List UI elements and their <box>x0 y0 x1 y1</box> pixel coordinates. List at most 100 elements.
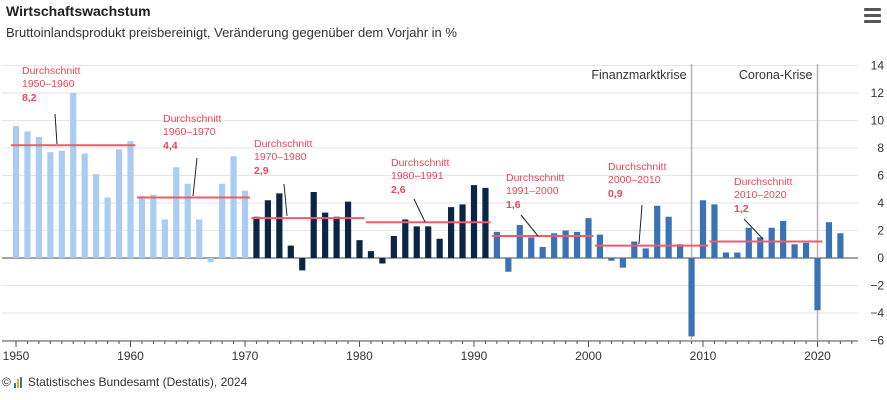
bar <box>322 212 329 258</box>
copyright-symbol: © <box>2 375 11 389</box>
annotation-period: 2010–2020 <box>734 189 787 201</box>
bar <box>104 197 111 258</box>
bar <box>802 242 810 258</box>
bar <box>12 126 20 258</box>
annotation-period: 2000–2010 <box>608 174 661 186</box>
annotation-label: Durchschnitt <box>506 172 564 184</box>
annotation-period: 1960–1970 <box>163 126 216 138</box>
annotation-value: 1,6 <box>506 199 521 211</box>
bar <box>528 237 535 258</box>
bar <box>711 204 718 258</box>
chart-title: Wirtschaftswachstum <box>6 3 151 19</box>
bar <box>734 252 741 258</box>
bar <box>448 207 455 258</box>
annotation-pointer <box>413 198 426 223</box>
bar <box>264 200 271 258</box>
bar <box>115 149 123 258</box>
bar <box>573 231 581 258</box>
bar <box>745 227 752 258</box>
annotation-pointer <box>283 183 288 217</box>
bar <box>276 193 283 258</box>
bar <box>47 152 54 258</box>
annotation-label: Durchschnitt <box>608 161 666 173</box>
bar <box>493 231 500 258</box>
bar <box>562 230 569 258</box>
bar <box>677 244 684 258</box>
bar <box>379 258 386 264</box>
footer: © Statistisches Bundesamt (Destatis), 20… <box>2 375 247 389</box>
bar <box>688 258 695 337</box>
bar <box>127 141 134 258</box>
bar <box>642 248 649 258</box>
annotation-value: 4,4 <box>163 140 178 152</box>
event-label: Corona-Krise <box>739 68 813 82</box>
annotation-value: 2,6 <box>391 184 406 196</box>
bar <box>58 150 65 258</box>
bar <box>516 225 523 258</box>
bar <box>356 240 363 258</box>
bar <box>196 219 203 258</box>
bar <box>413 226 420 258</box>
bar <box>207 258 214 263</box>
annotation-label: Durchschnitt <box>254 138 312 150</box>
bar <box>310 192 317 258</box>
event-label: Finanzmarktkrise <box>591 68 686 82</box>
bar <box>425 226 432 258</box>
bar <box>35 137 42 258</box>
annotation-value: 1,2 <box>734 203 749 215</box>
y-tick-label: 14 <box>871 59 885 73</box>
bar <box>333 216 340 258</box>
bar <box>184 183 191 258</box>
annotation-label: Durchschnitt <box>391 157 449 169</box>
bar <box>585 218 592 258</box>
bar <box>138 196 146 258</box>
x-tick-label: 2020 <box>804 349 831 363</box>
y-tick-label: 0 <box>877 251 884 265</box>
bar <box>608 258 615 261</box>
bar <box>367 251 375 258</box>
bar <box>390 236 397 258</box>
bar-chart: 14 12 10 8 6 4 2 0 −2 −4 −6 1950 1960 1970 1980 1990 200… <box>2 59 885 363</box>
bar <box>402 219 409 258</box>
y-tick-label: 4 <box>877 196 884 210</box>
bar <box>93 174 100 258</box>
annotation-pointer <box>520 214 539 237</box>
annotation-value: 8,2 <box>22 92 37 104</box>
annotation-period: 1950–1960 <box>22 78 75 90</box>
bar <box>459 204 466 258</box>
bar <box>241 190 249 258</box>
y-tick-label: 8 <box>877 141 884 155</box>
x-tick-label: 1980 <box>346 349 373 363</box>
annotation-pointer <box>54 113 58 145</box>
x-tick-label: 1970 <box>232 349 259 363</box>
source-text: Statistisches Bundesamt (Destatis), 2024 <box>27 375 248 389</box>
y-tick-label: −6 <box>870 334 884 348</box>
annotation-pointer <box>743 218 764 240</box>
annotation-pointer <box>638 204 643 245</box>
annotation-label: Durchschnitt <box>734 176 792 188</box>
bar <box>230 156 237 258</box>
destatis-logo-icon <box>13 376 23 388</box>
bar <box>654 205 661 258</box>
annotation-period: 1991–2000 <box>506 185 559 197</box>
y-tick-label: 2 <box>877 224 884 238</box>
bar <box>436 238 443 258</box>
y-tick-label: −2 <box>870 279 884 293</box>
y-tick-label: −4 <box>870 306 884 320</box>
bar <box>631 241 638 258</box>
bar <box>814 258 821 311</box>
bar <box>161 219 168 258</box>
bar <box>825 222 833 258</box>
bar <box>81 153 88 258</box>
bar <box>70 93 77 258</box>
annotation-period: 1980–1991 <box>391 170 444 182</box>
hamburger-menu-icon[interactable] <box>864 8 881 23</box>
annotation-value: 2,9 <box>254 165 269 177</box>
bar <box>768 227 775 258</box>
x-tick-label: 1960 <box>117 349 144 363</box>
annotation-pointer <box>192 157 198 197</box>
chart-subtitle: Bruttoinlandsprodukt preisbereinigt, Ver… <box>6 25 457 40</box>
bar <box>780 220 787 258</box>
x-tick-label: 1950 <box>3 349 30 363</box>
bar <box>505 258 512 272</box>
